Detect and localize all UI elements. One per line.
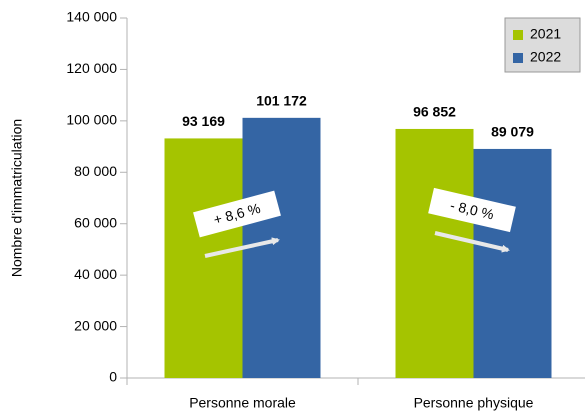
annotation-box bbox=[428, 187, 516, 233]
annotation-arrow bbox=[434, 231, 510, 253]
y-tick-label: 40 000 bbox=[74, 266, 117, 282]
y-tick-label: 0 bbox=[109, 369, 117, 385]
value-label: 96 852 bbox=[413, 104, 456, 120]
legend-swatch bbox=[513, 30, 523, 40]
bar bbox=[164, 138, 243, 378]
x-tick-label: Personne morale bbox=[189, 395, 296, 411]
legend-swatch bbox=[513, 53, 523, 63]
annotation-box bbox=[193, 190, 281, 238]
y-axis-label: Nombre d'immatriculation bbox=[9, 119, 25, 277]
value-label: 101 172 bbox=[256, 93, 307, 109]
y-tick-label: 60 000 bbox=[74, 214, 117, 230]
bar bbox=[242, 117, 321, 378]
legend-label: 2021 bbox=[530, 26, 561, 42]
value-label: 93 169 bbox=[182, 113, 225, 129]
value-label: 89 079 bbox=[491, 124, 534, 140]
y-tick-label: 120 000 bbox=[66, 60, 117, 76]
x-tick-label: Personne physique bbox=[414, 395, 534, 411]
y-tick-label: 80 000 bbox=[74, 163, 117, 179]
annotation: - 8,0 % bbox=[428, 187, 516, 233]
bar bbox=[473, 148, 552, 378]
annotation-arrow bbox=[204, 237, 280, 258]
bar bbox=[395, 128, 474, 378]
legend-label: 2022 bbox=[530, 49, 561, 65]
y-tick-label: 140 000 bbox=[66, 9, 117, 25]
y-tick-label: 20 000 bbox=[74, 317, 117, 333]
y-tick-label: 100 000 bbox=[66, 112, 117, 128]
